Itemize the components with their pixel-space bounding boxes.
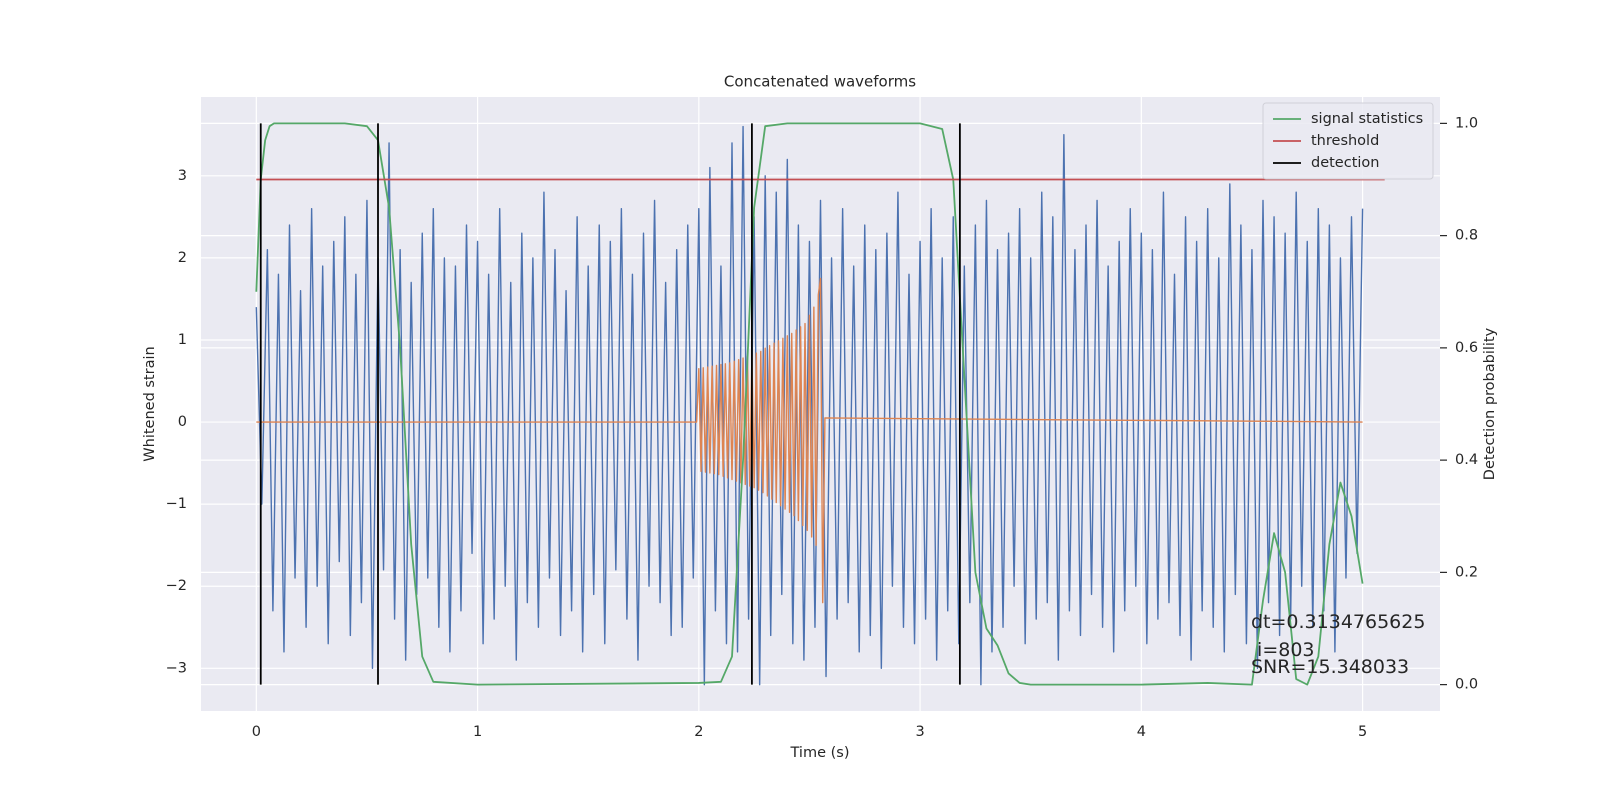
y-tick-label: 1 <box>178 332 187 348</box>
x-tick-label: 3 <box>915 724 924 740</box>
legend-label: threshold <box>1311 133 1379 149</box>
x-axis-label: Time (s) <box>790 745 850 761</box>
plot-area <box>201 97 1440 711</box>
legend-box <box>1262 102 1434 180</box>
y-axis-label: Whitened strain <box>142 346 158 461</box>
y-tick-label: 2 <box>178 250 187 266</box>
x-tick-label: 0 <box>252 724 261 740</box>
y-tick-label: 3 <box>178 168 187 184</box>
y-tick-label: −3 <box>166 660 187 676</box>
annotation: SNR=15.348033 <box>1251 656 1409 678</box>
y-tick-label: −1 <box>166 496 187 512</box>
x-tick-label: 2 <box>694 724 703 740</box>
x-tick-label: 1 <box>473 724 482 740</box>
y2-axis-label: Detection probability <box>1482 327 1498 480</box>
y2-tick-label: 1.0 <box>1455 115 1478 131</box>
y2-tick-label: 0.4 <box>1455 452 1478 468</box>
x-tick-label: 5 <box>1358 724 1367 740</box>
marks <box>255 122 1385 686</box>
y2-tick-label: 0.8 <box>1455 228 1478 244</box>
series-line <box>255 125 1364 686</box>
x-tick-label: 4 <box>1137 724 1146 740</box>
y-tick-label: 0 <box>178 414 187 430</box>
legend-label: detection <box>1311 155 1379 171</box>
y2-tick-label: 0.0 <box>1455 677 1478 693</box>
y2-tick-label: 0.2 <box>1455 564 1478 580</box>
chart-title: Concatenated waveforms <box>724 73 916 91</box>
annotation: dt=0.3134765625 <box>1251 611 1425 633</box>
y2-tick-label: 0.6 <box>1455 340 1478 356</box>
series-line <box>255 122 1364 686</box>
annotation: i=803 <box>1251 639 1315 661</box>
labels: 0 1 2 3 4 5 −3 −2 −1 0 1 2 3 0.0 0.2 0.4 0.6 0.8 1.0 signal… <box>166 102 1478 740</box>
legend-label: signal statistics <box>1311 111 1423 127</box>
y-tick-label: −2 <box>166 578 187 594</box>
series-line <box>256 277 1363 604</box>
